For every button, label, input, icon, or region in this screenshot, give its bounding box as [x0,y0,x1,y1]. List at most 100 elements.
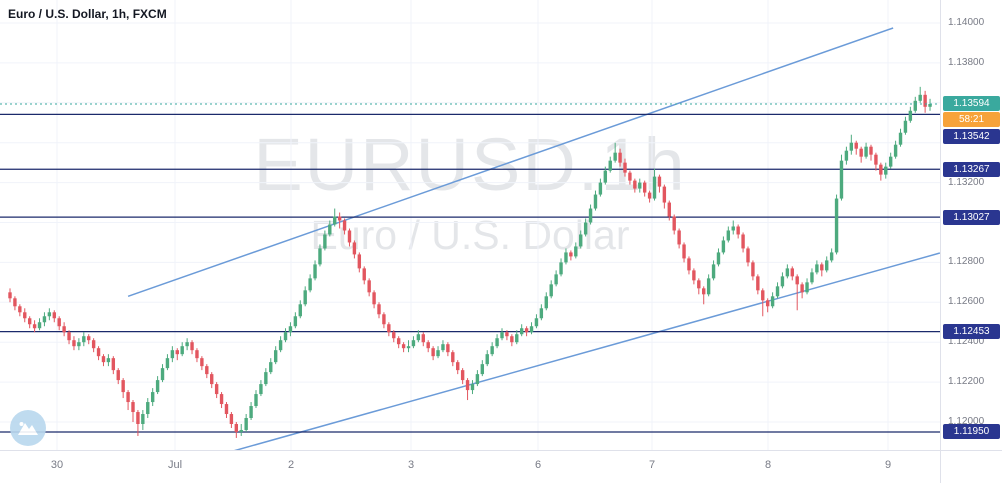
candle [37,318,42,331]
candle [387,322,391,337]
candle [480,360,485,377]
candle [820,262,824,277]
candle [475,370,480,387]
candle [588,204,593,225]
candle [529,322,534,335]
candle [278,336,283,353]
price-axis-label: 1.12800 [948,256,985,268]
candle [854,140,858,155]
candle [829,248,834,263]
candle [815,260,819,275]
candle [884,162,888,179]
candle [52,310,56,323]
candle [313,260,317,281]
candle [864,142,868,159]
candle [160,364,165,383]
candle [559,258,563,277]
candle [564,248,568,265]
candle [396,336,401,349]
candle [210,372,214,389]
candle [441,340,445,353]
candles [8,86,932,438]
candle [539,304,544,321]
time-axis-label: 9 [884,459,892,471]
candle [682,242,686,263]
candle [372,290,376,309]
candle [874,152,878,171]
time-axis-label: 3 [407,459,415,471]
candle [47,308,52,321]
time-axis[interactable]: 30 Jul 2 3 6 7 8 9 [0,450,940,483]
symbol-legend[interactable]: Euro / U.S. Dollar, 1h, FXCM [8,7,167,21]
candle [716,248,721,267]
candle [200,356,204,371]
candle [834,194,839,255]
watermark: EURUSD.1h Euro / U.S. Dollar [0,128,940,259]
candle [42,312,47,327]
candle [126,390,130,411]
candle [800,282,804,299]
candle [879,162,883,181]
candle [411,336,416,349]
candle [534,314,539,329]
candle [706,274,711,297]
candle [244,414,248,432]
trendline[interactable] [127,27,894,298]
candle [923,90,927,113]
candle [510,334,514,347]
logo[interactable] [10,410,46,446]
price-axis-label: 1.14000 [948,17,985,28]
price-axis-label: 1.12600 [948,296,985,308]
chart-area[interactable]: EURUSD.1h Euro / U.S. Dollar Euro / U.S.… [0,0,940,450]
candle [465,378,470,401]
candle [293,312,298,329]
candle [421,332,425,347]
candle [239,423,243,436]
time-axis-label: 6 [534,459,542,471]
candle [613,142,617,163]
candle [770,292,775,309]
candle [150,388,155,407]
candle [839,154,844,201]
candle [579,230,583,249]
candle [234,422,239,438]
candle [642,180,647,197]
candle [249,402,253,421]
candle [574,242,578,259]
candle [362,266,366,285]
candle [608,156,612,173]
candle [869,144,873,161]
candle [692,268,696,285]
candle [303,286,307,307]
candle [662,184,667,209]
candle [849,134,854,155]
mountain-logo-icon [18,422,38,435]
candle [288,322,293,337]
price-axis[interactable]: 1.13594 58:21 1.14000 1.13800 1.13200 1.128… [940,0,1002,450]
candle [888,152,893,169]
price-level-badge: 1.13267 [943,161,1000,177]
candle [859,146,863,163]
candle [333,208,337,227]
current-price-badge: 1.13594 [943,96,1000,112]
candle [515,330,519,345]
candle [726,226,731,243]
gridlines [0,0,940,450]
candle [647,190,652,203]
candle [785,264,790,279]
candle [8,288,12,303]
candle [460,368,465,385]
candle [603,166,608,185]
candle [401,342,406,353]
chart-canvas[interactable] [0,0,940,450]
candle [352,240,357,259]
axis-corner [940,450,1002,483]
candle [195,348,199,363]
candle [77,338,81,351]
trendline[interactable] [230,252,940,450]
candle [456,360,460,375]
candle [741,232,745,253]
candle [756,274,760,295]
candle [205,364,209,379]
candle [667,200,671,221]
